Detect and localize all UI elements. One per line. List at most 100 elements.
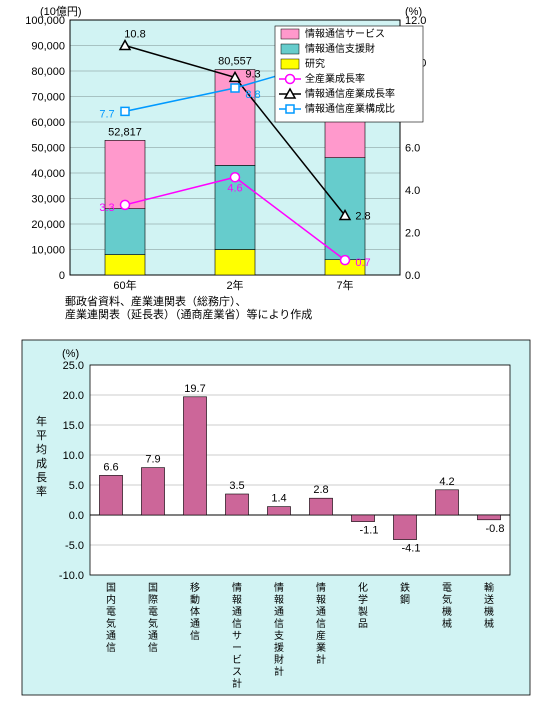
- category-label: 報: [274, 594, 284, 606]
- bar: [393, 515, 416, 540]
- line-value-label: 0.7: [355, 257, 370, 269]
- bar-value-label: 6.6: [103, 461, 118, 473]
- svg-text:長: 長: [36, 471, 47, 484]
- svg-text:平: 平: [36, 430, 47, 442]
- bar-value-label: 7.9: [145, 454, 160, 466]
- category-label: 械: [442, 617, 452, 630]
- bar: [183, 397, 206, 515]
- svg-text:7年: 7年: [336, 278, 353, 292]
- bar-value-label: 4.2: [439, 476, 454, 488]
- bar-value-label: 3.5: [229, 480, 244, 492]
- category-label: 通: [106, 630, 116, 642]
- category-label: 情: [316, 581, 326, 594]
- bar-segment: [105, 255, 145, 275]
- legend-label: 全産業成長率: [305, 72, 365, 85]
- category-label: 支: [274, 630, 284, 642]
- legend-label: 情報通信産業成長率: [305, 87, 395, 100]
- category-label: 業: [316, 641, 326, 654]
- category-label: 計: [232, 677, 242, 690]
- svg-text:20.0: 20.0: [63, 390, 84, 402]
- category-label: 内: [106, 593, 116, 606]
- line-value-label: 3.3: [99, 202, 114, 214]
- category-label: 学: [358, 593, 368, 606]
- svg-text:100,000: 100,000: [25, 15, 65, 27]
- bar-value-label: -1.1: [360, 525, 379, 537]
- svg-text:50,000: 50,000: [31, 143, 65, 155]
- legend-label: 研究: [305, 57, 325, 70]
- category-label: 電: [442, 582, 452, 594]
- category-label: 国: [148, 582, 158, 594]
- svg-text:80,000: 80,000: [31, 66, 65, 78]
- svg-text:6.0: 6.0: [405, 143, 420, 155]
- line-value-label: 8.8: [245, 89, 260, 101]
- svg-text:0.0: 0.0: [405, 270, 420, 282]
- bar-segment: [325, 158, 365, 260]
- category-label: 信: [190, 630, 200, 642]
- source-note: 産業連関表（延長表）（通商産業省）等により作成: [65, 307, 312, 321]
- category-label: 通: [190, 618, 200, 630]
- line-value-label: 4.6: [227, 182, 242, 194]
- line-value-label: 2.8: [355, 211, 370, 223]
- line-value-label: 9.3: [245, 68, 260, 80]
- category-label: 信: [106, 642, 116, 654]
- category-label: 輸: [484, 581, 494, 594]
- source-note: 郵政省資料、産業連関表（総務庁）、: [65, 294, 247, 308]
- bar: [141, 468, 164, 515]
- svg-text:10,000: 10,000: [31, 245, 65, 257]
- category-label: 計: [274, 665, 284, 678]
- category-label: 通: [274, 606, 284, 618]
- category-label: ス: [232, 667, 242, 678]
- bar: [351, 515, 374, 522]
- bar: [309, 498, 332, 515]
- bar-value-label: 2.8: [313, 484, 328, 496]
- legend-label: 情報通信産業構成比: [305, 102, 395, 115]
- category-label: 機: [442, 605, 452, 618]
- svg-text:成: 成: [36, 457, 47, 470]
- category-label: 情: [232, 581, 242, 594]
- category-label: 送: [484, 593, 494, 606]
- bar-total-label: 52,817: [108, 126, 142, 138]
- svg-text:25.0: 25.0: [63, 360, 84, 372]
- category-label: 機: [484, 605, 494, 618]
- category-label: 移: [190, 581, 200, 594]
- category-label: 報: [232, 594, 242, 606]
- category-label: 製: [358, 605, 368, 618]
- category-label: 情: [274, 581, 284, 594]
- line-value-label: 7.7: [99, 108, 114, 120]
- bar-segment: [105, 209, 145, 255]
- svg-text:60,000: 60,000: [31, 117, 65, 129]
- svg-text:2年: 2年: [226, 278, 243, 292]
- legend-label: 情報通信サービス: [305, 27, 385, 40]
- svg-text:年: 年: [36, 414, 47, 428]
- category-label: 気: [442, 593, 452, 606]
- bar: [435, 490, 458, 515]
- category-label: 信: [316, 618, 326, 630]
- category-label: 産: [316, 629, 326, 642]
- category-label: 信: [274, 618, 284, 630]
- category-label: 財: [274, 653, 284, 666]
- category-label: 電: [148, 606, 158, 618]
- category-label: 信: [148, 642, 158, 654]
- category-label: 械: [484, 617, 494, 630]
- svg-text:5.0: 5.0: [69, 480, 84, 492]
- svg-text:10.0: 10.0: [63, 450, 84, 462]
- category-label: 通: [316, 606, 326, 618]
- line-value-label: 10.8: [124, 29, 145, 41]
- svg-text:率: 率: [36, 484, 47, 498]
- svg-text:90,000: 90,000: [31, 41, 65, 53]
- svg-text:2.0: 2.0: [405, 228, 420, 240]
- svg-text:12.0: 12.0: [405, 15, 426, 27]
- bar: [99, 475, 122, 515]
- svg-text:(%): (%): [62, 348, 79, 360]
- category-label: 報: [316, 594, 326, 606]
- category-label: 体: [190, 606, 200, 618]
- svg-text:20,000: 20,000: [31, 219, 65, 231]
- bar-segment: [215, 250, 255, 276]
- category-label: 際: [148, 594, 158, 606]
- category-label: 気: [148, 617, 158, 630]
- category-label: 品: [358, 618, 368, 630]
- bar: [267, 507, 290, 515]
- svg-text:-5.0: -5.0: [65, 540, 84, 552]
- category-label: ー: [232, 643, 242, 654]
- bar-segment: [105, 140, 145, 208]
